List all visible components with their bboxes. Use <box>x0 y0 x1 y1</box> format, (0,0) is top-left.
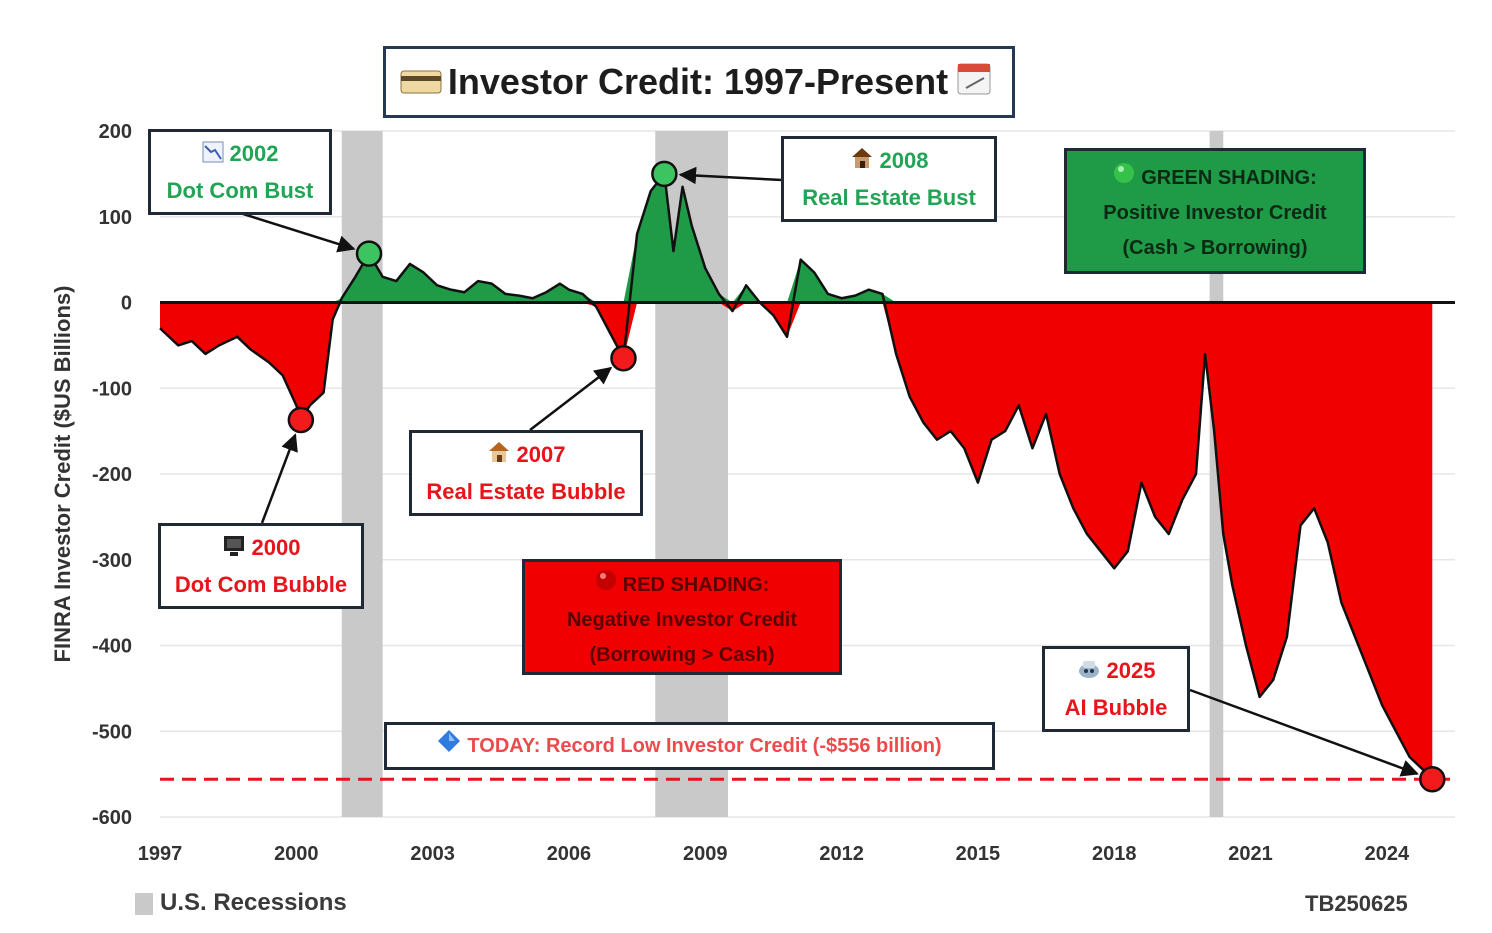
recession-band <box>341 131 383 817</box>
source-tag: TB250625 <box>1305 891 1408 916</box>
legend-green-line1: GREEN SHADING: <box>1141 167 1317 189</box>
annotation-dotcom-bust-label: Dot Com Bust <box>166 177 314 203</box>
x-tick-label: 2006 <box>547 843 592 865</box>
today-text: TODAY: Record Low Investor Credit (-$556… <box>467 735 942 757</box>
computer-icon <box>222 532 246 567</box>
x-tick-label: 2018 <box>1092 843 1137 865</box>
y-tick-label: -100 <box>92 378 132 400</box>
annotation-re-bust-year: 2008 <box>879 148 929 173</box>
y-tick-label: 100 <box>99 207 132 229</box>
house-icon <box>850 145 874 180</box>
x-tick-label: 2000 <box>274 843 319 865</box>
blue-diamond-icon <box>437 726 461 768</box>
annotation-dotcom-bust-year: 2002 <box>229 141 279 166</box>
calendar-icon <box>956 51 992 117</box>
annotation-dotcom-bust: 2002 Dot Com Bust <box>148 129 332 215</box>
highlight-point-2007 <box>610 344 637 372</box>
robot-icon <box>1077 655 1101 690</box>
x-tick-label: 2024 <box>1365 843 1410 865</box>
annotation-ai-bubble-year: 2025 <box>1106 658 1156 683</box>
legend-red-line3: (Borrowing > Cash) <box>589 644 775 667</box>
legend-green-line3: (Cash > Borrowing) <box>1122 237 1308 260</box>
today-callout: TODAY: Record Low Investor Credit (-$556… <box>384 722 995 770</box>
y-tick-label: -400 <box>92 636 132 658</box>
chart-title-text: Investor Credit: 1997-Present <box>447 61 949 102</box>
x-tick-label: 2021 <box>1228 843 1273 865</box>
annotation-re-bubble: 2007 Real Estate Bubble <box>409 430 643 516</box>
highlight-point-2000 <box>287 406 315 434</box>
annotation-arrow <box>260 433 298 524</box>
annotation-ai-bubble: 2025 AI Bubble <box>1042 646 1190 732</box>
chart-title: Investor Credit: 1997-Present <box>383 46 1015 118</box>
highlight-point-2002 <box>355 240 383 267</box>
negative-area <box>160 302 1433 780</box>
x-tick-label: 2003 <box>410 843 455 865</box>
positive-area <box>160 173 1433 303</box>
annotation-re-bust: 2008 Real Estate Bust <box>781 136 997 222</box>
y-tick-label: -300 <box>92 550 132 572</box>
annotation-arrows <box>239 166 1419 777</box>
annotation-re-bust-label: Real Estate Bust <box>802 184 976 210</box>
x-tick-label: 1997 <box>138 843 183 865</box>
credit-card-icon <box>400 51 442 117</box>
y-tick-labels: 200 100 0 -100 -200 -300 -400 -500 -600 <box>92 121 132 829</box>
chart-down-icon <box>202 138 224 173</box>
y-tick-label: -600 <box>92 807 132 829</box>
annotation-dotcom-bubble-label: Dot Com Bubble <box>174 571 348 597</box>
legend-green-line2: Positive Investor Credit <box>1103 202 1327 225</box>
house-icon <box>487 439 511 474</box>
highlight-point-2008 <box>651 160 678 188</box>
annotation-dotcom-bubble-year: 2000 <box>251 535 301 560</box>
y-tick-label: 200 <box>99 121 132 143</box>
x-tick-labels: 1997 2000 2003 2006 2009 2012 2015 2018 2021 2024 <box>138 843 1410 865</box>
legend-red-line2: Negative Investor Credit <box>566 609 798 632</box>
x-tick-label: 2009 <box>683 843 728 865</box>
legend-red-shading: RED SHADING: Negative Investor Credit (B… <box>522 559 842 675</box>
annotation-re-bubble-label: Real Estate Bubble <box>426 478 626 504</box>
annotation-re-bubble-year: 2007 <box>516 442 566 467</box>
y-tick-label: 0 <box>121 293 132 315</box>
highlight-point-2025 <box>1419 766 1446 793</box>
annotation-dotcom-bubble: 2000 Dot Com Bubble <box>158 523 364 609</box>
y-tick-label: -200 <box>92 464 132 486</box>
annotation-arrow <box>1189 688 1419 777</box>
red-circle-icon <box>595 568 617 603</box>
annotation-arrow <box>239 211 356 253</box>
x-tick-label: 2012 <box>819 843 864 865</box>
annotation-arrow <box>529 366 613 431</box>
y-tick-label: -500 <box>92 721 132 743</box>
highlight-points <box>287 160 1446 793</box>
legend-red-line1: RED SHADING: <box>622 574 770 596</box>
legend-green-shading: GREEN SHADING: Positive Investor Credit … <box>1064 148 1366 274</box>
y-axis-label: FINRA Investor Credit ($US Billions) <box>50 286 75 663</box>
x-tick-label: 2015 <box>956 843 1001 865</box>
annotation-arrow <box>678 166 783 185</box>
annotation-ai-bubble-label: AI Bubble <box>1064 694 1168 720</box>
recession-legend-label: U.S. Recessions <box>160 889 347 916</box>
green-circle-icon <box>1113 161 1135 196</box>
recession-legend-swatch <box>135 893 153 915</box>
